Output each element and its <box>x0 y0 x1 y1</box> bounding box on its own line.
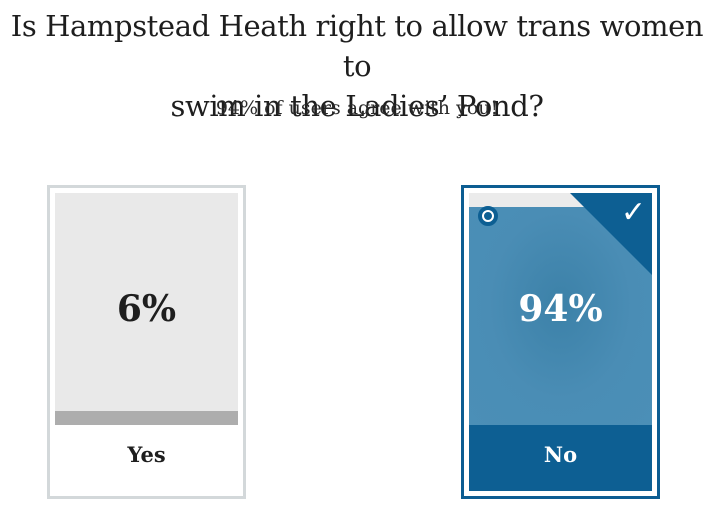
poll-option-yes-result-area <box>55 193 238 425</box>
check-icon: ✓ <box>620 195 646 230</box>
poll-question-line-2: swim in the Ladies’ Pond? <box>170 89 544 123</box>
poll-option-yes-label: Yes <box>127 442 166 467</box>
poll-option-yes-result-bar <box>55 411 238 425</box>
poll-result-message: 94% of users agree with you! <box>215 97 499 119</box>
poll-option-yes[interactable]: 6% Yes <box>47 185 246 499</box>
selected-corner-badge <box>570 193 652 275</box>
poll-question: Is Hampstead Heath right to allow trans … <box>0 6 714 126</box>
poll-option-yes-percent: 6% <box>116 288 177 330</box>
poll-option-no-result-area: ✓ <box>469 193 652 425</box>
poll-option-no-label-band <box>469 425 652 491</box>
poll-option-no-percent: 94% <box>518 288 603 330</box>
poll-option-no-label: No <box>543 442 578 467</box>
poll-option-no[interactable]: ✓ 94% No <box>461 185 660 499</box>
poll-question-line-1: Is Hampstead Heath right to allow trans … <box>10 9 704 83</box>
radio-selected-icon <box>478 206 498 226</box>
